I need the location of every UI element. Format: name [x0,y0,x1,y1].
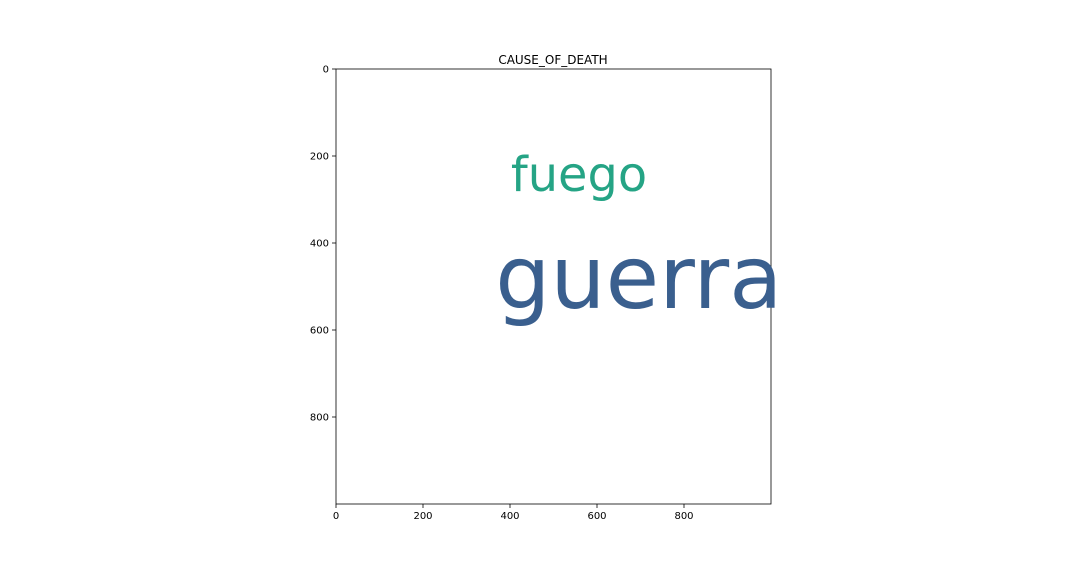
x-tick-label-800: 800 [674,511,693,522]
x-tick-label-0: 0 [333,511,339,522]
chart-title: CAUSE_OF_DEATH [498,53,607,67]
x-tick-label-600: 600 [587,511,606,522]
word-guerra: guerra [495,227,782,329]
y-tick-label-400: 400 [310,239,329,250]
word-fuego: fuego [511,148,647,203]
y-axis: 0 200 400 600 800 [310,65,336,424]
y-tick-label-600: 600 [310,326,329,337]
plot-frame [335,68,772,505]
y-tick-label-0: 0 [323,65,329,76]
words-layer: fuego guerra [495,148,782,330]
y-tick-label-200: 200 [310,152,329,163]
x-tick-label-400: 400 [500,511,519,522]
x-axis: 0 200 400 600 800 [333,504,694,522]
x-tick-label-200: 200 [413,511,432,522]
y-tick-label-800: 800 [310,413,329,424]
